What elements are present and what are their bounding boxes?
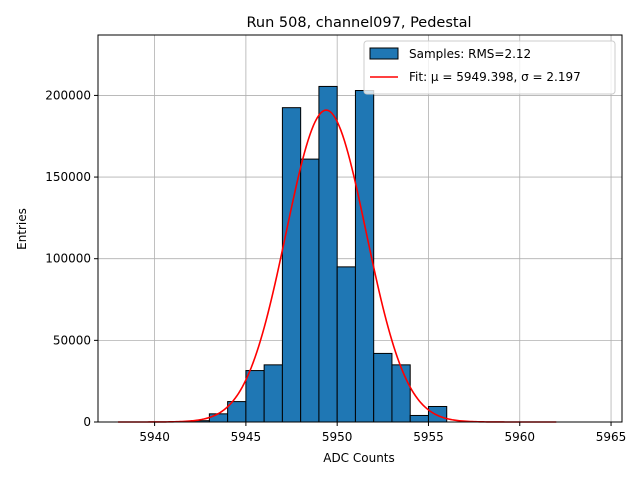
x-tick-label: 5945	[231, 430, 262, 444]
x-tick-label: 5965	[596, 430, 627, 444]
histogram-bar	[318, 85, 338, 423]
y-tick-label: 100000	[45, 252, 91, 266]
legend-samples-swatch	[369, 47, 399, 60]
histogram-bar	[245, 370, 265, 423]
y-tick-label: 150000	[45, 170, 91, 184]
histogram-bar	[300, 158, 320, 423]
x-axis-label: ADC Counts	[323, 451, 395, 465]
x-tick-label: 5955	[413, 430, 444, 444]
histogram-bar	[208, 413, 229, 423]
histogram-bar	[281, 107, 302, 423]
legend-samples-label: Samples: RMS=2.12	[409, 47, 531, 61]
chart-title: Run 508, channel097, Pedestal	[246, 15, 471, 31]
legend-box	[363, 40, 616, 95]
x-axis: 5940 5945 5950 5955 5960 5965	[139, 422, 626, 444]
x-tick-label: 5940	[139, 430, 170, 444]
x-tick-label: 5960	[504, 430, 535, 444]
y-tick-label: 50000	[53, 333, 91, 347]
histogram-bar	[373, 352, 393, 423]
histogram-bars	[190, 85, 448, 423]
y-tick-label: 200000	[45, 88, 91, 102]
histogram-bar	[427, 405, 448, 423]
y-axis: 0 50000 100000 150000 200000	[45, 88, 98, 429]
histogram-bar	[391, 364, 411, 423]
histogram-bar	[263, 364, 283, 423]
legend: Samples: RMS=2.12 Fit: μ = 5949.398, σ =…	[363, 40, 616, 95]
x-tick-label: 5950	[322, 430, 353, 444]
histogram-bar	[409, 414, 429, 423]
histogram-bar	[336, 266, 356, 423]
y-tick-label: 0	[83, 415, 91, 429]
plot-frame	[97, 34, 623, 423]
legend-fit-label: Fit: μ = 5949.398, σ = 2.197	[409, 70, 581, 84]
y-axis-label: Entries	[15, 208, 29, 250]
